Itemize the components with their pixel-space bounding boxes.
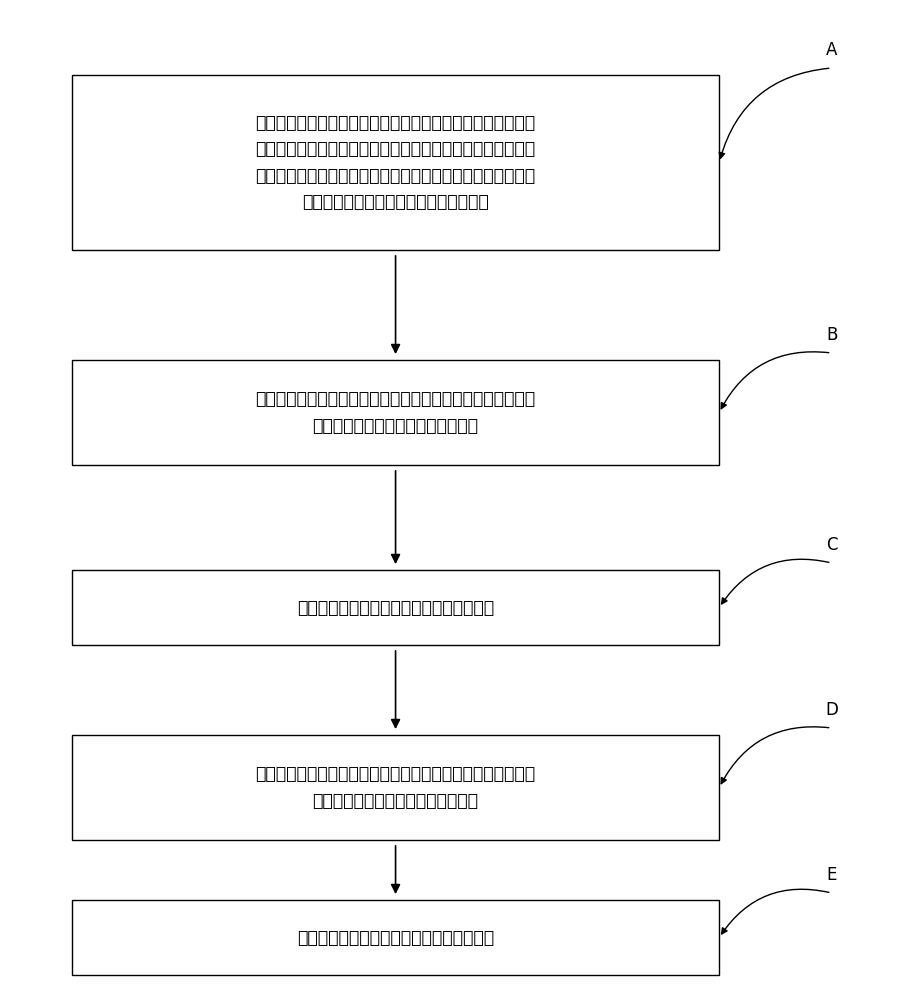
Text: 在所述初始交换机中，各个交换机将其受更新流表过程影响的
数据包，通过控制平面上传到控制器: 在所述初始交换机中，各个交换机将其受更新流表过程影响的 数据包，通过控制平面上传… — [255, 390, 536, 435]
Text: B: B — [826, 326, 837, 344]
FancyBboxPatch shape — [72, 735, 719, 840]
FancyBboxPatch shape — [72, 570, 719, 645]
FancyBboxPatch shape — [72, 360, 719, 465]
Text: 控制器在等待一个全网端到端的延时后，在所述后继交换机中
写入待修改流表，并删除待删除流表: 控制器在等待一个全网端到端的延时后，在所述后继交换机中 写入待修改流表，并删除待… — [255, 765, 536, 810]
Text: A: A — [826, 41, 837, 59]
Text: 控制器分析流表中的新流表规则及旧流表规则，确定需要更新
流表的交换机的集合；将所述需要更新流表的交换机分为初始
交换机及后继交换机；并将需要进行更新的流表分为共: 控制器分析流表中的新流表规则及旧流表规则，确定需要更新 流表的交换机的集合；将所… — [255, 114, 536, 211]
Text: D: D — [825, 701, 838, 719]
Text: C: C — [826, 536, 837, 554]
FancyBboxPatch shape — [72, 900, 719, 975]
Text: 控制器在所述后继交换机中写入待新增流表: 控制器在所述后继交换机中写入待新增流表 — [297, 598, 494, 616]
Text: 控制器对所述初始交换机中的流表进行更新: 控制器对所述初始交换机中的流表进行更新 — [297, 928, 494, 946]
FancyBboxPatch shape — [72, 75, 719, 250]
Text: E: E — [826, 866, 837, 884]
